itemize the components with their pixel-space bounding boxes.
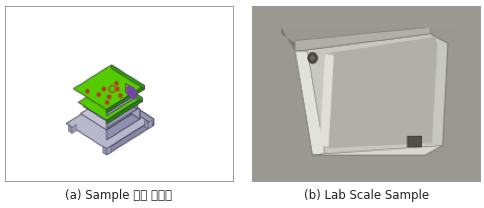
Text: (b) Lab Scale Sample: (b) Lab Scale Sample: [303, 189, 428, 202]
Text: (a) Sample 금형 설계도: (a) Sample 금형 설계도: [65, 189, 172, 202]
